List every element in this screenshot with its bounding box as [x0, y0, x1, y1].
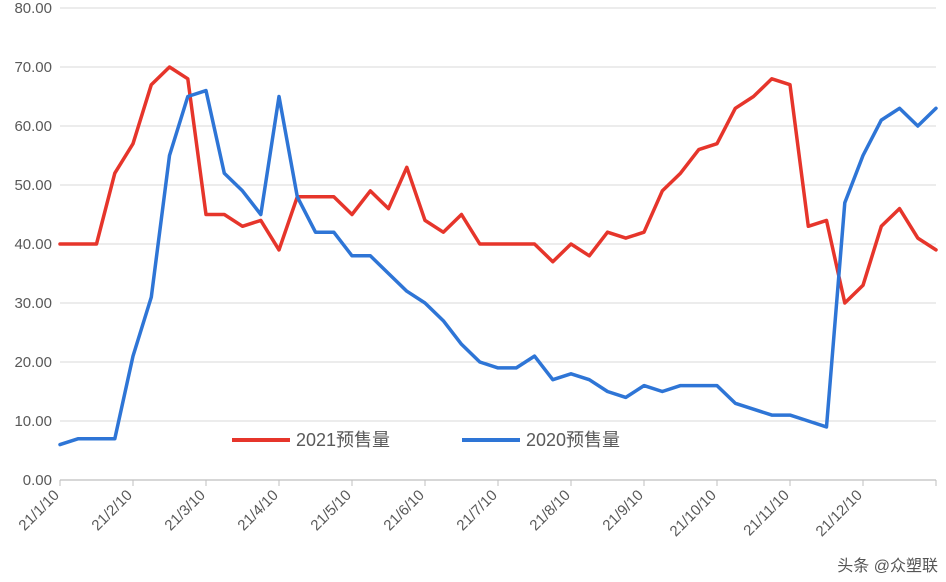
y-tick-label: 20.00 [14, 354, 52, 371]
watermark-text: 头条 @众塑联 [837, 552, 938, 576]
y-tick-label: 50.00 [14, 177, 52, 194]
legend-label: 2021预售量 [296, 430, 390, 450]
y-tick-label: 70.00 [14, 59, 52, 76]
y-tick-label: 60.00 [14, 118, 52, 135]
legend-swatch [462, 438, 520, 442]
chart-svg: 0.00 10.00 20.00 30.00 40.00 50.00 60.00 70.00 8… [0, 0, 946, 582]
y-tick-label: 30.00 [14, 295, 52, 312]
y-tick-label: 10.00 [14, 413, 52, 430]
legend-label: 2020预售量 [526, 430, 620, 450]
y-tick-label: 80.00 [14, 0, 52, 17]
line-chart: 0.00 10.00 20.00 30.00 40.00 50.00 60.00 70.00 8… [0, 0, 946, 582]
legend-swatch [232, 438, 290, 442]
y-tick-label: 0.00 [23, 472, 52, 489]
y-tick-label: 40.00 [14, 236, 52, 253]
